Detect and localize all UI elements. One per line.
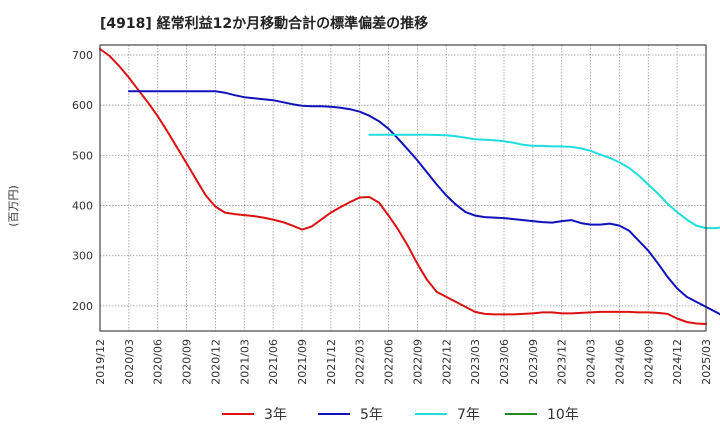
- y-tick-label: 700: [72, 49, 93, 62]
- x-tick-label: 2021/03: [238, 339, 251, 385]
- x-tick-label: 2023/12: [556, 339, 569, 385]
- x-tick-label: 2020/03: [123, 339, 136, 385]
- x-tick-label: 2023/03: [469, 339, 482, 385]
- y-axis: 200 300 400 500 600 700: [72, 49, 93, 313]
- y-tick-label: 200: [72, 300, 93, 313]
- plot-grid: [99, 45, 707, 331]
- x-tick-label: 2020/09: [181, 339, 194, 385]
- x-tick-label: 2021/12: [325, 339, 338, 385]
- x-tick-label: 2022/03: [354, 339, 367, 385]
- x-tick-label: 2020/12: [209, 339, 222, 385]
- x-tick-label: 2024/09: [642, 339, 655, 385]
- plot-series: [99, 48, 720, 325]
- y-axis-label: (百万円): [7, 185, 20, 227]
- x-tick-label: 2024/12: [671, 339, 684, 385]
- x-tick-label: 2020/06: [152, 339, 165, 385]
- x-tick-label: 2019/12: [94, 339, 107, 385]
- legend-label: 7年: [457, 407, 480, 423]
- series-line: [99, 48, 707, 325]
- legend-label: 5年: [360, 407, 383, 423]
- x-tick-label: 2023/06: [498, 339, 511, 385]
- y-tick-label: 500: [72, 149, 93, 162]
- x-tick-label: 2024/06: [613, 339, 626, 385]
- y-tick-label: 600: [72, 99, 93, 112]
- chart-title: [4918] 経常利益12か月移動合計の標準偏差の推移: [100, 15, 428, 32]
- series-line: [127, 90, 720, 316]
- legend-label: 10年: [547, 407, 579, 423]
- x-tick-label: 2024/03: [585, 339, 598, 385]
- y-tick-label: 400: [72, 200, 93, 213]
- x-tick-label: 2023/09: [527, 339, 540, 385]
- x-tick-label: 2022/09: [411, 339, 424, 385]
- x-axis: 2019/12 2020/03 2020/06 2020/09 2020/12 2021/…: [94, 339, 713, 385]
- plot-frame: [99, 44, 707, 332]
- legend: 3年 5年 7年 10年: [222, 407, 579, 423]
- x-tick-label: 2022/12: [440, 339, 453, 385]
- legend-label: 3年: [264, 407, 287, 423]
- y-tick-label: 300: [72, 250, 93, 263]
- x-tick-label: 2021/06: [267, 339, 280, 385]
- x-tick-label: 2021/09: [296, 339, 309, 385]
- series-line: [368, 133, 720, 230]
- x-tick-label: 2022/06: [383, 339, 396, 385]
- x-tick-label: 2025/03: [700, 339, 713, 385]
